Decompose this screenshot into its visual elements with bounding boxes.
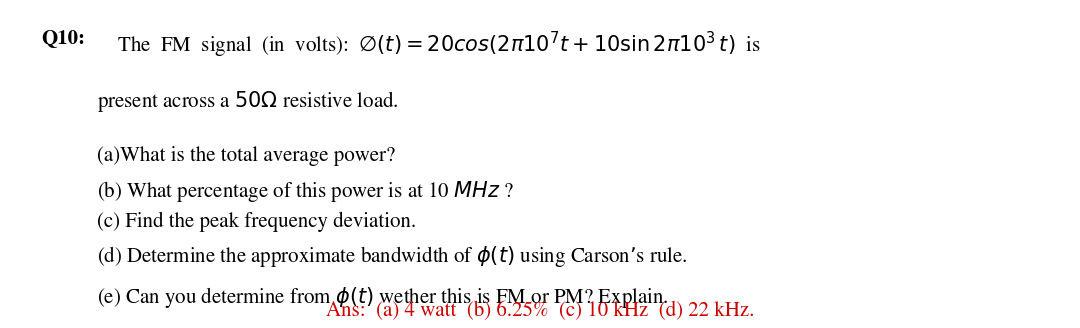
Text: Ans:  (a) 4 watt  (b) 6.25%  (c) 10 kHz  (d) 22 kHz.: Ans: (a) 4 watt (b) 6.25% (c) 10 kHz (d)… — [326, 300, 754, 320]
Text: (b) What percentage of this power is at 10 $MHz$ ?: (b) What percentage of this power is at … — [97, 179, 514, 204]
Text: The  FM  signal  (in  volts):  $\varnothing(t) = 20cos(2\pi10^7t + 10 \sin 2\pi1: The FM signal (in volts): $\varnothing(t… — [107, 30, 760, 60]
Text: (e) Can you determine from $\phi(t)$ wether this is FM or PM? Explain.: (e) Can you determine from $\phi(t)$ wet… — [97, 285, 669, 310]
Text: (a)What is the total average power?: (a)What is the total average power? — [97, 146, 395, 166]
Text: (c) Find the peak frequency deviation.: (c) Find the peak frequency deviation. — [97, 212, 417, 232]
Text: Q10:: Q10: — [41, 30, 85, 48]
Text: present across a $50\Omega$ resistive load.: present across a $50\Omega$ resistive lo… — [97, 89, 399, 113]
Text: (d) Determine the approximate bandwidth of $\phi(t)$ using Carson’s rule.: (d) Determine the approximate bandwidth … — [97, 244, 688, 269]
